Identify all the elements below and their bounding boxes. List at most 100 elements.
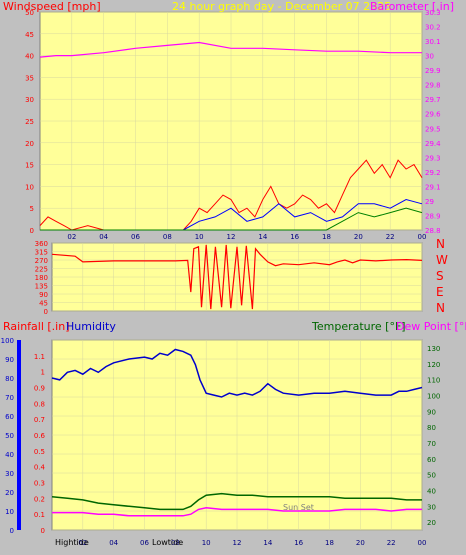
temperature-tick-label: 50 [427, 472, 436, 480]
lower-time-tick-label: 18 [325, 539, 334, 547]
barometer-tick-label: 29.6 [425, 111, 441, 119]
rainfall-tick-label: 0.6 [34, 432, 46, 440]
lower-time-tick-label: 20 [356, 539, 365, 547]
barometer-tick-label: 29.4 [425, 140, 441, 148]
rainfall-tick-label: 0.3 [34, 480, 45, 488]
lower-time-tick-label: 16 [294, 539, 303, 547]
barometer-tick-label: 28.8 [425, 227, 441, 235]
barometer-tick-label: 30 [425, 53, 434, 61]
humidity-tick-label: 60 [5, 413, 14, 421]
direction-tick-label: 0 [44, 308, 48, 316]
lower-time-tick-label: 12 [233, 539, 242, 547]
windspeed-tick-label: 5 [30, 205, 34, 213]
temperature-tick-label: 130 [427, 345, 440, 353]
windspeed-low-series [40, 207, 423, 231]
barometer-tick-label: 29.8 [425, 82, 441, 90]
time-tick-label: 04 [99, 233, 108, 241]
direction-tick-label: 180 [35, 274, 48, 282]
time-tick-label: 14 [258, 233, 267, 241]
dewpoint-series [52, 507, 422, 517]
direction-tick-label: 45 [39, 300, 48, 308]
rainfall-tick-label: 1.1 [34, 353, 45, 361]
windspeed-tick-label: 0 [30, 227, 34, 235]
lower-time-tick-label: 04 [109, 539, 118, 547]
humidity-tick-label: 100 [1, 337, 14, 345]
barometer-tick-label: 30.1 [425, 38, 441, 46]
windspeed-average-series [40, 198, 423, 231]
temperature-axis-label: Temperature [°F] [311, 320, 406, 333]
direction-label-e: E [436, 285, 444, 299]
direction-tick-label: 315 [35, 249, 48, 257]
high-temp-marker: Hightide [55, 538, 89, 547]
dewpoint-axis-label: Dew Point [°F] [396, 320, 466, 333]
windspeed-barometer-panel: 0 5 10 15 20 25 30 35 40 45 50 28.8 28.9 29 29.1 29.2 29… [25, 9, 441, 241]
rainfall-tick-label: 0.7 [34, 416, 45, 424]
direction-tick-label: 135 [35, 283, 48, 291]
windspeed-tick-label: 10 [25, 183, 34, 191]
temperature-series [51, 492, 422, 511]
lower-time-tick-label: 02 [78, 539, 87, 547]
rainfall-tick-label: 1 [41, 369, 45, 377]
windspeed-tick-label: 15 [25, 162, 34, 170]
lower-time-tick-label: 08 [171, 539, 180, 547]
barometer-tick-label: 29.3 [425, 154, 441, 162]
rainfall-tick-label: 0.5 [34, 448, 45, 456]
barometer-tick-label: 29.9 [425, 67, 441, 75]
lower-time-tick-label: 14 [263, 539, 272, 547]
barometer-tick-label: 30.2 [425, 24, 441, 32]
barometer-tick-label: 29.1 [425, 183, 441, 191]
time-tick-label: 02 [67, 233, 76, 241]
rainfall-tick-label: 0.8 [34, 400, 45, 408]
humidity-tick-label: 80 [5, 375, 14, 383]
humidity-axis-label: Humidity [66, 320, 116, 333]
time-tick-label: 22 [386, 233, 395, 241]
windspeed-tick-label: 25 [25, 118, 34, 126]
time-tick-label: 18 [322, 233, 331, 241]
humidity-tick-label: 40 [5, 451, 14, 459]
barometer-tick-label: 29 [425, 198, 434, 206]
low-temp-marker: Lowtide [152, 538, 183, 547]
barometer-tick-label: 29.7 [425, 96, 441, 104]
time-tick-label: 08 [163, 233, 172, 241]
temperature-tick-label: 40 [427, 487, 436, 495]
windspeed-tick-label: 45 [25, 31, 34, 39]
time-tick-label: 00 [418, 233, 427, 241]
humidity-tick-label: 10 [5, 508, 14, 516]
direction-tick-label: 90 [39, 291, 48, 299]
windspeed-tick-label: 35 [25, 74, 34, 82]
lower-time-tick-label: 06 [140, 539, 149, 547]
windspeed-tick-label: 40 [25, 53, 34, 61]
chart-title: 24 hour graph day - December 07 2025 [172, 0, 391, 13]
rainfall-axis-label: Rainfall [.in] [3, 320, 70, 333]
humidity-series [51, 348, 423, 398]
windspeed-tick-label: 50 [25, 9, 34, 17]
windspeed-axis-label: Windspeed [mph] [3, 0, 101, 13]
rainfall-tick-label: 0.2 [34, 495, 45, 503]
humidity-tick-label: 70 [5, 394, 14, 402]
direction-label-n-top: N [436, 237, 445, 251]
temperature-tick-label: 100 [427, 392, 440, 400]
humidity-tick-label: 90 [5, 356, 14, 364]
humidity-tick-label: 50 [5, 432, 14, 440]
time-tick-label: 10 [195, 233, 204, 241]
rainfall-tick-label: 0 [41, 527, 45, 535]
rainfall-tick-label: 0.4 [34, 464, 46, 472]
barometer-tick-label: 29.5 [425, 125, 441, 133]
barometer-tick-label: 29.2 [425, 169, 441, 177]
windspeed-tick-label: 20 [25, 140, 34, 148]
barometer-tick-label: 30.3 [425, 9, 441, 17]
sunset-marker: Sun Set [283, 503, 314, 512]
direction-tick-label: 360 [35, 240, 48, 248]
humidity-tick-label: 30 [5, 470, 14, 478]
humidity-tick-label: 20 [5, 489, 14, 497]
humidity-tick-label: 0 [10, 527, 14, 535]
direction-tick-label: 270 [35, 257, 48, 265]
temperature-tick-label: 80 [427, 424, 436, 432]
wind-direction-series [51, 244, 423, 310]
barometer-axis-label: Barometer [.in] [370, 0, 454, 13]
temperature-tick-label: 70 [427, 440, 436, 448]
temperature-tick-label: 30 [427, 503, 436, 511]
temperature-tick-label: 90 [427, 408, 436, 416]
